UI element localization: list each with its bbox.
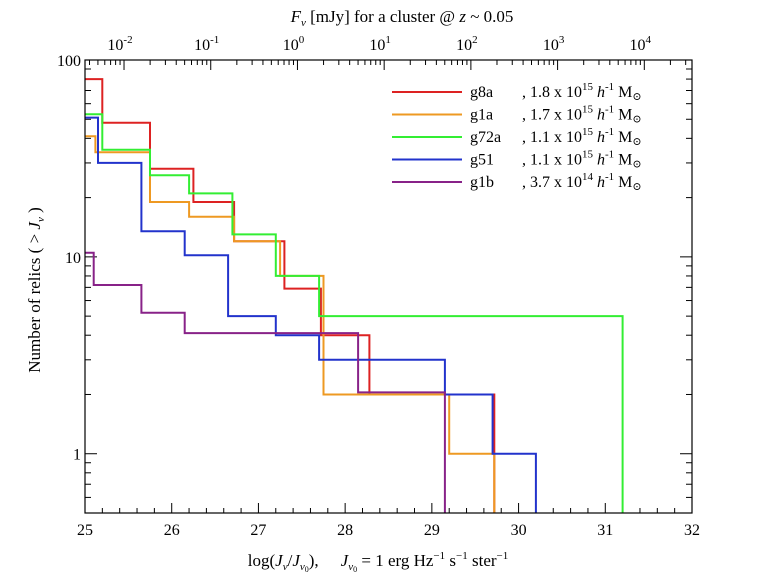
x-tick-label: 28 [337, 522, 353, 539]
top-axis-ticks: 10-2 10-1 100 101 102 103 104 [89, 34, 687, 70]
series-line-g51 [85, 116, 537, 513]
top-tick-label: 100 [283, 34, 305, 54]
y-tick-labels: 100 10 1 [57, 53, 81, 464]
series-line-g72a [85, 113, 624, 513]
legend-name-g8a: g8a [470, 84, 493, 101]
y-tick-label: 10 [65, 250, 81, 267]
legend-mass-g1a: , 1.7 x 1015 h-1 M⊙ [522, 104, 642, 126]
x-tick-label: 32 [684, 522, 700, 539]
top-tick-label: 10-2 [107, 34, 132, 54]
x-tick-label: 30 [511, 522, 527, 539]
x-tick-label: 26 [164, 522, 180, 539]
x-axis-label: log(Jν/Jν0), Jν0 = 1 erg Hz−1 s−1 ster−1 [248, 550, 509, 574]
top-tick-label: 102 [456, 34, 478, 54]
x-tick-label: 25 [77, 522, 93, 539]
legend: g8a , 1.8 x 1015 h-1 M⊙ g1a , 1.7 x 1015 h-… [392, 81, 642, 193]
top-tick-label: 103 [543, 34, 565, 54]
legend-mass-g72a: , 1.1 x 1015 h-1 M⊙ [522, 126, 642, 148]
top-tick-label: 101 [369, 34, 391, 54]
legend-mass-g8a: , 1.8 x 1015 h-1 M⊙ [522, 81, 642, 103]
legend-mass-g51: , 1.1 x 1015 h-1 M⊙ [522, 149, 642, 171]
series-line-g1b [85, 251, 446, 513]
series-line-g1a [85, 135, 496, 513]
top-tick-label: 10-1 [194, 34, 219, 54]
top-tick-label: 104 [630, 34, 652, 54]
legend-name-g1b: g1b [470, 174, 494, 191]
plot-frame [84, 59, 693, 514]
series-layer [85, 78, 624, 513]
y-tick-label: 1 [73, 447, 81, 464]
x-tick-label: 27 [250, 522, 266, 539]
x-tick-label: 31 [597, 522, 613, 539]
y-axis-label: Number of relics ( > Jν ) [25, 207, 47, 373]
legend-name-g72a: g72a [470, 129, 501, 146]
x-tick-label: 29 [424, 522, 440, 539]
legend-name-g51: g51 [470, 152, 494, 169]
legend-name-g1a: g1a [470, 107, 493, 124]
top-axis-label: Fν [mJy] for a cluster @ z ~ 0.05 [290, 7, 514, 29]
x-tick-labels: 25 26 27 28 29 30 31 32 [77, 522, 700, 539]
y-tick-label: 100 [57, 53, 81, 70]
legend-mass-g1b: , 3.7 x 1014 h-1 M⊙ [522, 171, 642, 193]
